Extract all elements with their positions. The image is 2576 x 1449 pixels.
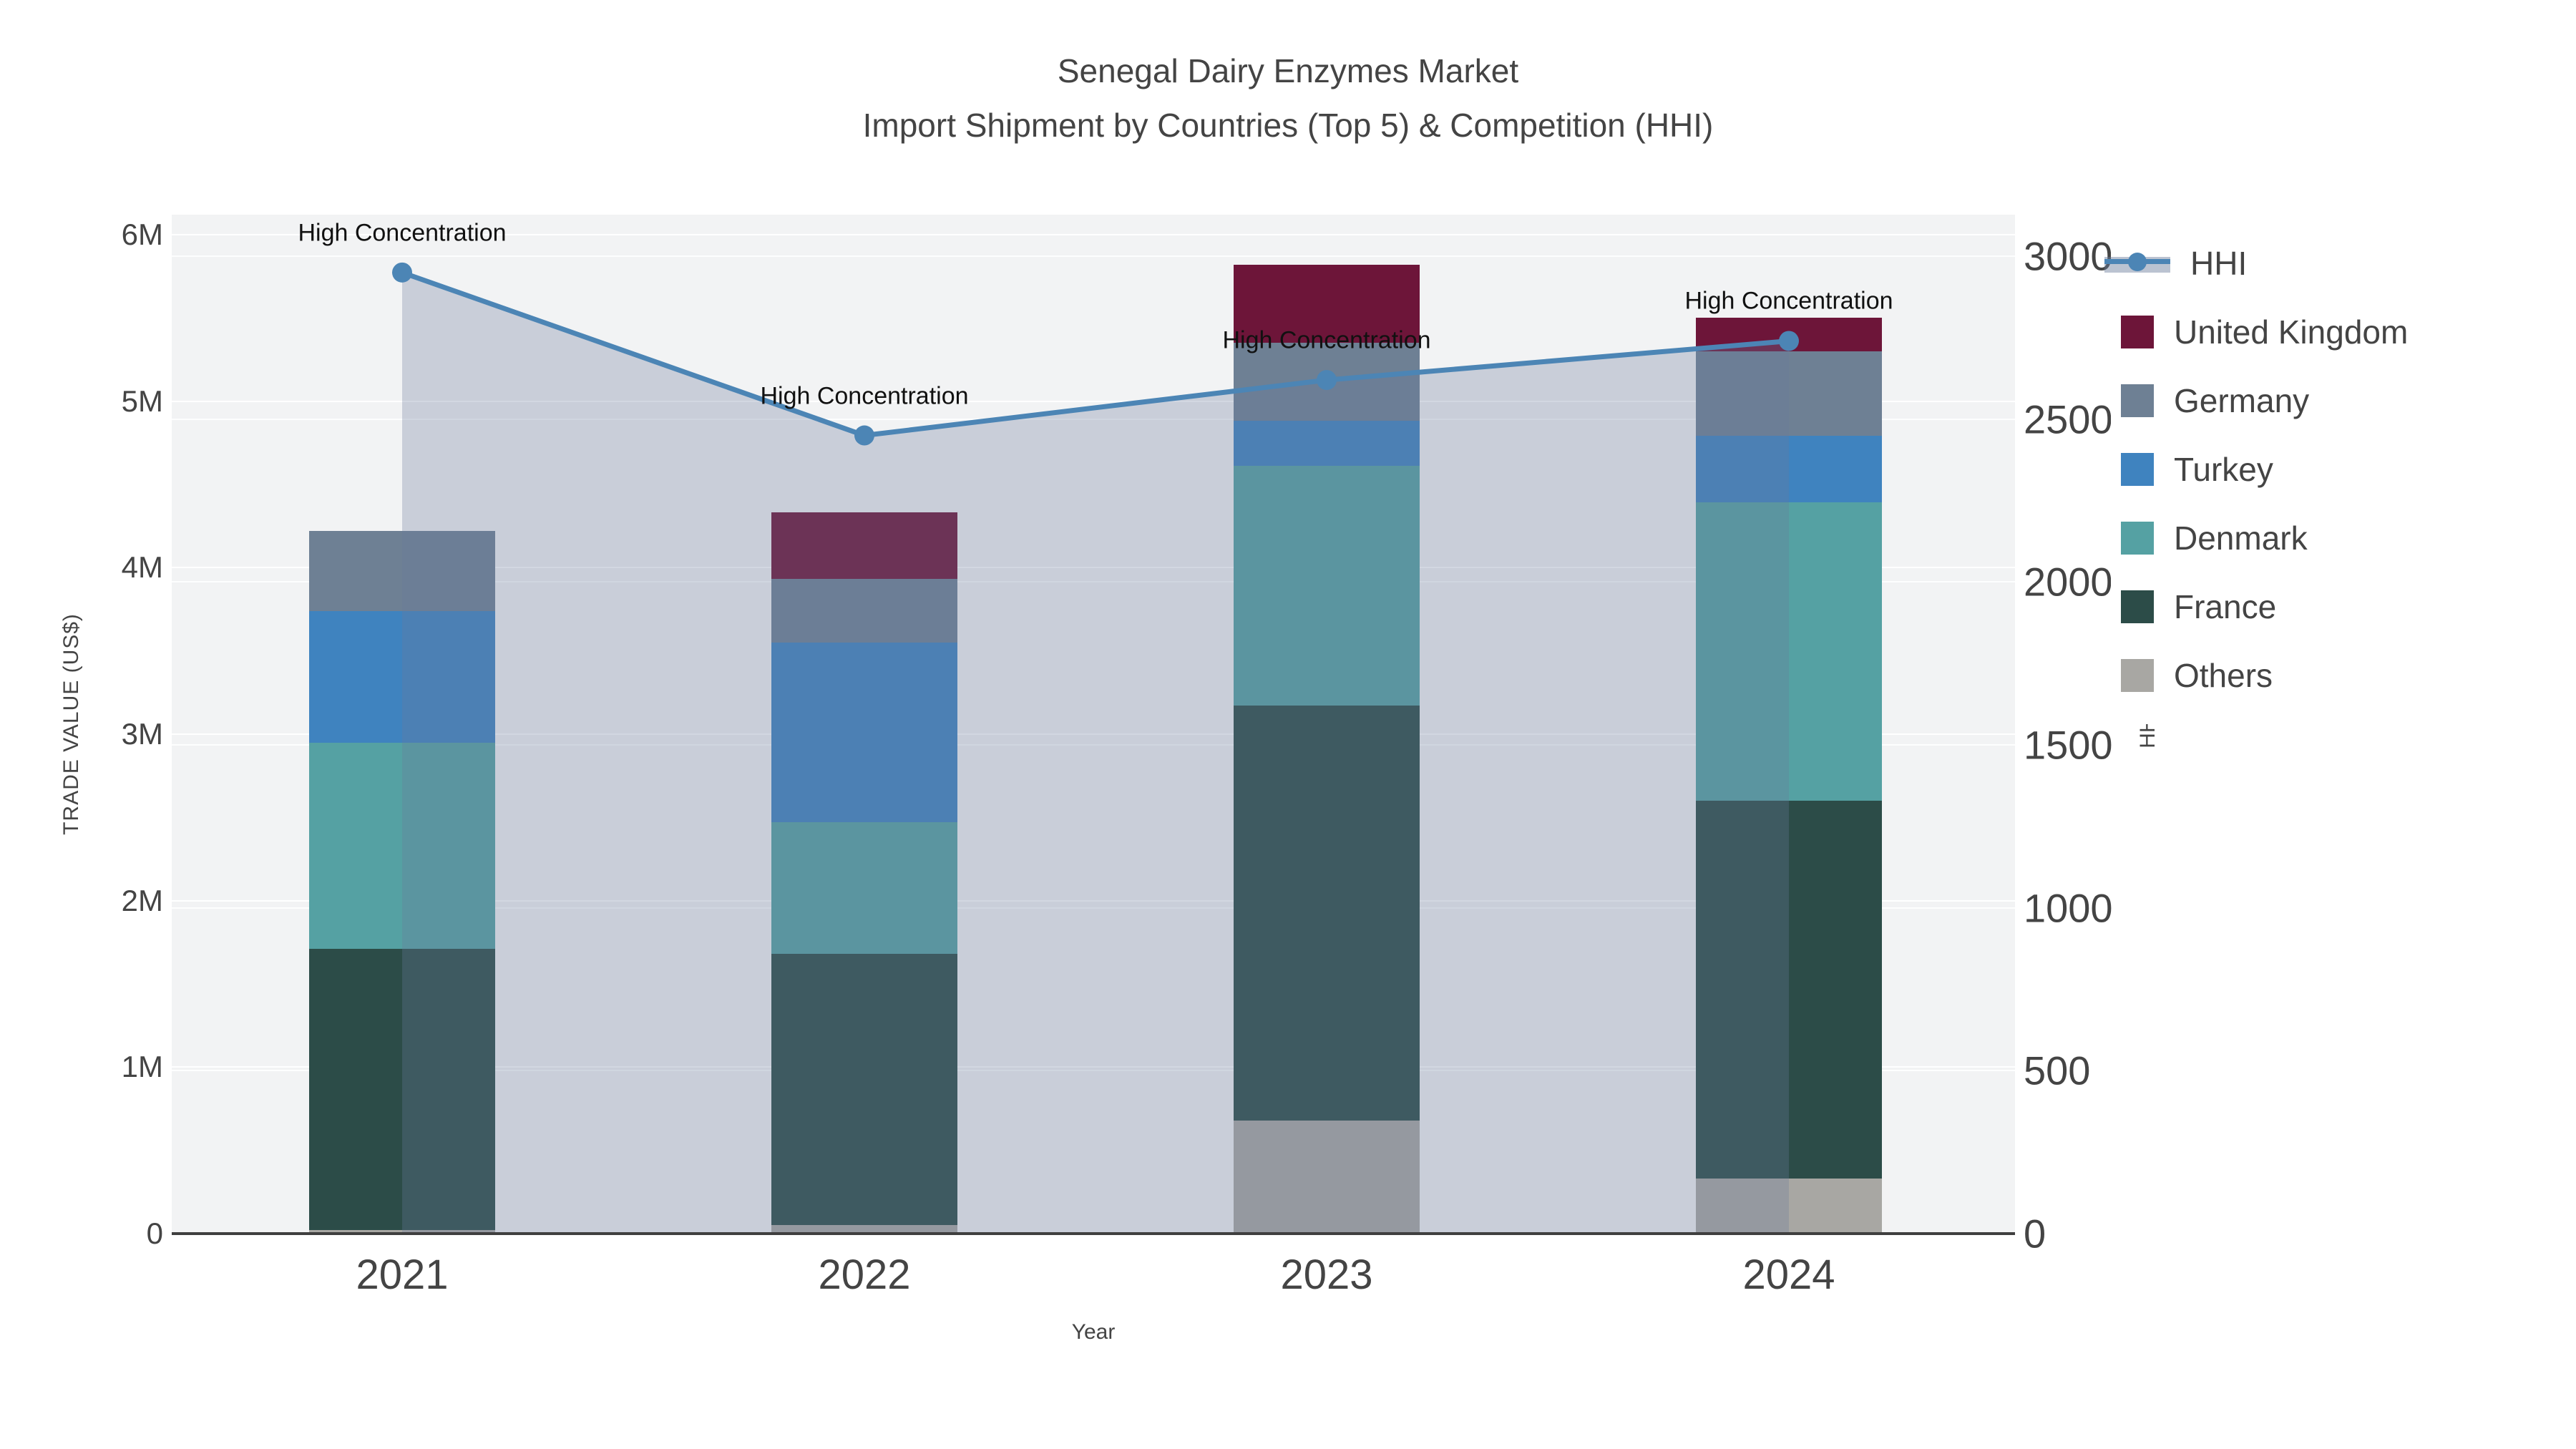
hhi-point-2022: [854, 425, 874, 446]
legend-label-others: Others: [2174, 657, 2273, 694]
legend-item-turkey: Turkey: [2121, 435, 2273, 504]
hhi-area-fill: [402, 272, 1789, 1234]
legend-label-denmark: Denmark: [2174, 519, 2308, 557]
legend-item-denmark: Denmark: [2121, 504, 2308, 572]
gridline-left-6M: [172, 233, 2015, 235]
bar-segment-france-2024: [1696, 800, 1882, 1179]
bar-segment-denmark-2022: [771, 822, 957, 955]
x-tick-2021: 2021: [356, 1252, 449, 1298]
bar-segment-france-2023: [1234, 706, 1420, 1121]
gridline-left-3M: [172, 733, 2015, 735]
gridline-right-1500: [172, 744, 2015, 746]
bar-segment-others-2021: [309, 1230, 495, 1234]
legend-swatch-denmark: [2121, 522, 2154, 555]
y-tick-right-3000: 3000: [2024, 233, 2113, 279]
legend-label-turkey: Turkey: [2174, 451, 2273, 488]
bar-segment-denmark-2021: [309, 742, 495, 950]
legend-swatch-france: [2121, 590, 2154, 623]
bar-segment-germany-2024: [1696, 351, 1882, 436]
legend-swatch-turkey: [2121, 453, 2154, 486]
annotation-high-concentration-2024: High Concentration: [1684, 287, 1893, 315]
hhi-dot-swatch: [2128, 253, 2147, 271]
legend-item-hhi: HHI: [2104, 229, 2248, 298]
hhi-line: [401, 270, 1790, 439]
bar-segment-france-2021: [309, 949, 495, 1231]
bar-segment-denmark-2024: [1696, 502, 1882, 801]
hhi-point-2024: [1779, 331, 1799, 351]
plot-area: High Concentration High Concentration High…: [172, 215, 2015, 1234]
legend-label-hhi: HHI: [2190, 245, 2248, 282]
legend: HHI United Kingdom Germany Turkey Denmark Fra…: [2104, 228, 2483, 724]
chart-title: Senegal Dairy Enzymes Market: [1057, 52, 1519, 89]
legend-item-france: France: [2121, 572, 2276, 641]
bar-segment-denmark-2023: [1234, 466, 1420, 706]
legend-label-united-kingdom: United Kingdom: [2174, 313, 2409, 351]
legend-swatch-hhi: [2104, 247, 2170, 280]
bar-segment-turkey-2023: [1234, 421, 1420, 467]
gridline-right-2500: [172, 418, 2015, 420]
annotation-high-concentration-2022: High Concentration: [760, 382, 969, 409]
y-tick-right-500: 500: [2024, 1048, 2091, 1093]
legend-swatch-germany: [2121, 384, 2154, 417]
gridline-left-4M: [172, 567, 2015, 569]
bar-segment-france-2022: [771, 954, 957, 1226]
annotation-high-concentration-2023: High Concentration: [1222, 326, 1431, 354]
y-tick-left-1M: 1M: [121, 1050, 163, 1084]
y-tick-right-2000: 2000: [2024, 559, 2113, 605]
bar-segment-united-kingdom-2023: [1234, 264, 1420, 343]
x-tick-2022: 2022: [818, 1252, 911, 1298]
gridline-right-500: [172, 1070, 2015, 1072]
gridline-right-2000: [172, 581, 2015, 583]
bar-segment-germany-2021: [309, 531, 495, 611]
legend-swatch-others: [2121, 659, 2154, 692]
y-tick-left-3M: 3M: [121, 716, 163, 751]
bar-segment-others-2023: [1234, 1120, 1420, 1234]
bar-segment-united-kingdom-2022: [771, 512, 957, 580]
y-tick-right-1000: 1000: [2024, 885, 2113, 931]
hhi-point-2023: [1317, 370, 1337, 391]
chart-subtitle: Import Shipment by Countries (Top 5) & C…: [862, 107, 1714, 144]
legend-item-united-kingdom: United Kingdom: [2121, 298, 2408, 366]
bar-segment-germany-2022: [771, 579, 957, 643]
x-axis-line: [172, 1232, 2015, 1235]
gridline-left-1M: [172, 1066, 2015, 1068]
legend-item-others: Others: [2121, 641, 2273, 710]
bar-segment-others-2022: [771, 1225, 957, 1234]
y-tick-right-1500: 1500: [2024, 722, 2113, 768]
y-tick-right-2500: 2500: [2024, 396, 2113, 442]
hhi-line-layer: [392, 262, 1799, 1234]
gridline-left-2M: [172, 899, 2015, 902]
x-axis-title: Year: [1071, 1320, 1116, 1344]
legend-item-germany: Germany: [2121, 366, 2309, 435]
legend-label-france: France: [2174, 588, 2277, 625]
legend-label-germany: Germany: [2174, 382, 2310, 419]
y-tick-left-4M: 4M: [121, 550, 163, 585]
x-tick-2023: 2023: [1280, 1252, 1373, 1298]
y-tick-left-5M: 5M: [121, 384, 163, 418]
bar-segment-turkey-2024: [1696, 436, 1882, 503]
gridline-right-3000: [172, 255, 2015, 258]
annotation-high-concentration-2021: High Concentration: [298, 219, 507, 247]
y-tick-right-0: 0: [2024, 1211, 2046, 1257]
hhi-point-2021: [392, 262, 412, 283]
gridline-left-5M: [172, 400, 2015, 402]
gridline-right-1000: [172, 907, 2015, 909]
legend-swatch-united-kingdom: [2121, 316, 2154, 348]
bar-segment-turkey-2022: [771, 642, 957, 823]
y-tick-left-2M: 2M: [121, 883, 163, 917]
bar-segment-others-2024: [1696, 1179, 1882, 1234]
bar-segment-turkey-2021: [309, 610, 495, 743]
x-tick-2024: 2024: [1742, 1252, 1835, 1298]
y-tick-left-6M: 6M: [121, 217, 163, 251]
y-tick-left-0: 0: [146, 1216, 163, 1250]
